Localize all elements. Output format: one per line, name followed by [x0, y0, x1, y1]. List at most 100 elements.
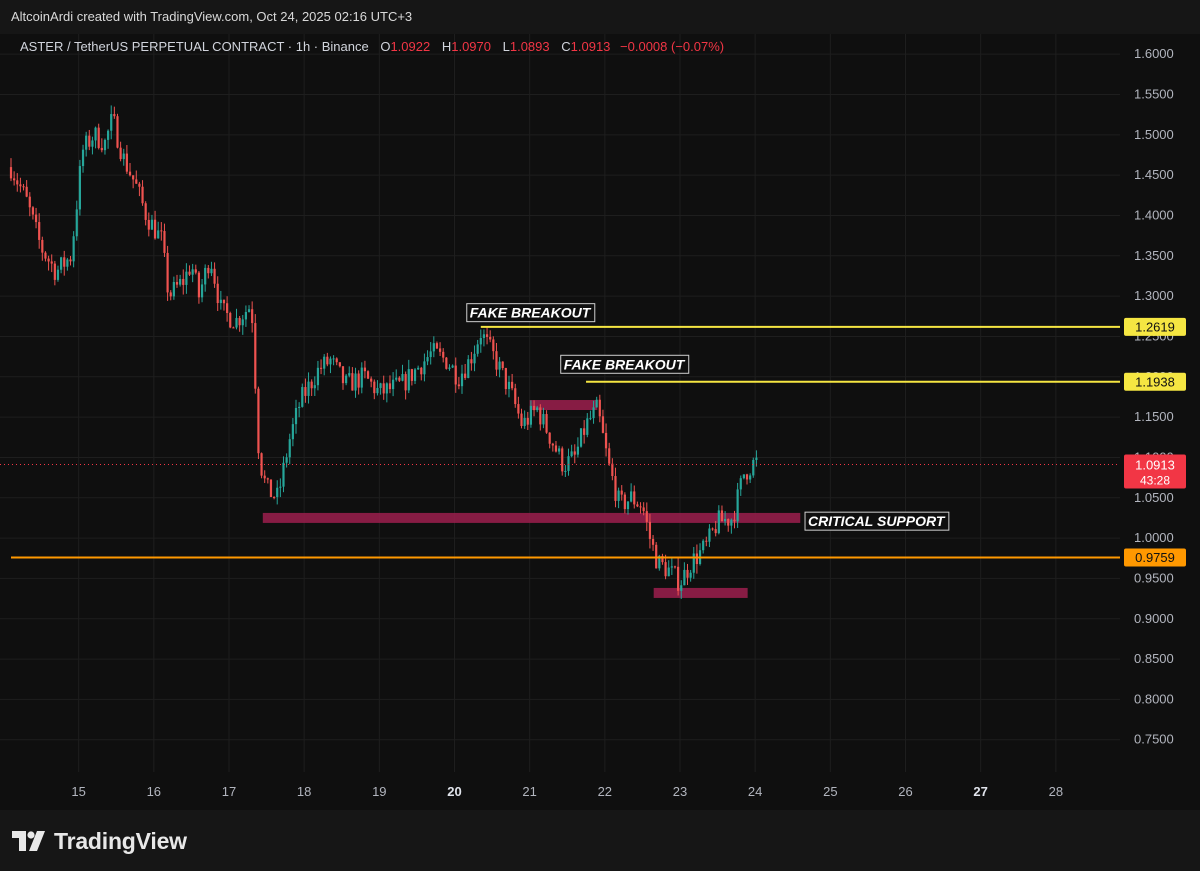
candle-body: [677, 566, 680, 591]
annotation-label[interactable]: FAKE BREAKOUT: [560, 354, 690, 374]
candle-body: [633, 491, 636, 505]
x-tick-label[interactable]: 26: [898, 784, 912, 799]
tradingview-logo[interactable]: TradingView: [12, 826, 187, 856]
attribution-bar: AltcoinArdi created with TradingView.com…: [0, 0, 1200, 34]
y-tick-label[interactable]: 1.0000: [1134, 530, 1174, 545]
candle-body: [730, 519, 733, 526]
candle-body: [91, 140, 94, 147]
x-tick-label[interactable]: 24: [748, 784, 762, 799]
candle-body: [520, 413, 523, 427]
candle-body: [229, 313, 232, 328]
candle-body: [720, 510, 724, 522]
x-tick-label[interactable]: 17: [222, 784, 236, 799]
mid-zone: [529, 400, 598, 411]
candle-body: [410, 369, 413, 381]
x-tick-label[interactable]: 20: [447, 784, 461, 799]
annotation-text: FAKE BREAKOUT: [470, 305, 592, 321]
candle-body: [551, 443, 554, 446]
candle-body: [407, 369, 410, 391]
candle-body: [9, 167, 13, 179]
candle-body: [442, 351, 445, 358]
candle-body: [153, 219, 157, 239]
candle-body: [630, 491, 633, 502]
candle-body: [338, 362, 341, 367]
candle-body: [332, 358, 335, 360]
annotation-label[interactable]: FAKE BREAKOUT: [466, 303, 596, 323]
candle-body: [247, 309, 251, 312]
open-value: 1.0922: [390, 39, 431, 54]
candle-body: [194, 269, 197, 273]
candle-body: [200, 284, 204, 298]
candle-body: [689, 572, 692, 578]
y-tick-label[interactable]: 0.7500: [1134, 732, 1174, 747]
x-tick-label[interactable]: 25: [823, 784, 837, 799]
candle-body: [323, 356, 326, 369]
symbol-name: ASTER / TetherUS PERPETUAL CONTRACT · 1h…: [20, 39, 369, 54]
x-tick-label[interactable]: 15: [71, 784, 85, 799]
levels[interactable]: [0, 325, 1120, 559]
y-tick-label[interactable]: 1.5000: [1134, 127, 1174, 142]
x-tick-label[interactable]: 22: [598, 784, 612, 799]
annotations[interactable]: FAKE BREAKOUT FAKE BREAKOUT CRITICAL SUPPO…: [466, 303, 950, 531]
candle-body: [404, 374, 407, 391]
y-tick-label[interactable]: 1.4500: [1134, 167, 1174, 182]
y-tick-label[interactable]: 1.6000: [1134, 46, 1174, 61]
x-tick-label[interactable]: 28: [1049, 784, 1063, 799]
candle-body: [232, 327, 235, 329]
candle-body: [504, 368, 507, 390]
zones: [262, 400, 801, 598]
candle-body: [207, 267, 210, 274]
candle-body: [285, 457, 288, 463]
candle-body: [489, 336, 492, 340]
candle-body: [97, 127, 100, 148]
x-tick-label[interactable]: 19: [372, 784, 386, 799]
x-axis[interactable]: 15 16 17 18 19 20 21 22 23 24 25 26 27 28: [71, 784, 1063, 799]
last-price-countdown: 43:28: [1140, 473, 1170, 487]
candle-body: [592, 407, 595, 419]
y-tick-label[interactable]: 1.4000: [1134, 207, 1174, 222]
candle-body: [94, 127, 97, 141]
candle-body: [50, 261, 53, 264]
candle-body: [19, 184, 22, 187]
last-price-value: 1.0913: [1135, 457, 1175, 472]
y-tick-label[interactable]: 0.8000: [1134, 691, 1174, 706]
candle-body: [661, 555, 664, 563]
candle-body: [392, 379, 395, 390]
y-tick-label[interactable]: 1.1500: [1134, 409, 1174, 424]
y-tick-label[interactable]: 0.8500: [1134, 651, 1174, 666]
y-tick-label[interactable]: 0.9500: [1134, 570, 1174, 585]
x-tick-label[interactable]: 27: [973, 784, 987, 799]
candle-body: [648, 521, 652, 539]
candle-body: [329, 358, 332, 365]
candle-body: [288, 439, 291, 458]
y-axis[interactable]: 1.6000 1.5500 1.5000 1.4500 1.4000 1.3500 1.30…: [1134, 46, 1174, 747]
y-tick-label[interactable]: 0.9000: [1134, 611, 1174, 626]
candle-body: [561, 448, 564, 472]
annotation-label[interactable]: CRITICAL SUPPORT: [804, 511, 950, 531]
candle-body: [589, 418, 592, 420]
x-tick-label[interactable]: 21: [522, 784, 536, 799]
candle-body: [244, 311, 247, 320]
x-tick-label[interactable]: 16: [147, 784, 161, 799]
price-chart[interactable]: FAKE BREAKOUT FAKE BREAKOUT CRITICAL SUPPO…: [0, 34, 1200, 810]
candle-body: [147, 219, 150, 230]
candle-body: [216, 283, 219, 304]
symbol-legend: ASTER / TetherUS PERPETUAL CONTRACT · 1h…: [20, 39, 724, 54]
candle-body: [742, 474, 745, 479]
x-tick-label[interactable]: 18: [297, 784, 311, 799]
y-tick-label[interactable]: 1.3000: [1134, 288, 1174, 303]
low-value: 1.0893: [509, 39, 550, 54]
candle-body: [69, 259, 72, 262]
candle-body: [614, 476, 617, 501]
y-tick-label[interactable]: 1.5500: [1134, 86, 1174, 101]
x-tick-label[interactable]: 23: [673, 784, 687, 799]
candle-body: [279, 486, 282, 488]
candle-body: [485, 334, 489, 337]
annotation-text: FAKE BREAKOUT: [564, 356, 686, 372]
candle-body: [316, 367, 320, 386]
candle-body: [88, 135, 91, 147]
chart-area[interactable]: FAKE BREAKOUT FAKE BREAKOUT CRITICAL SUPPO…: [0, 34, 1200, 810]
y-tick-label[interactable]: 1.3500: [1134, 248, 1174, 263]
y-tick-label[interactable]: 1.0500: [1134, 490, 1174, 505]
annotation-text: CRITICAL SUPPORT: [808, 513, 946, 529]
